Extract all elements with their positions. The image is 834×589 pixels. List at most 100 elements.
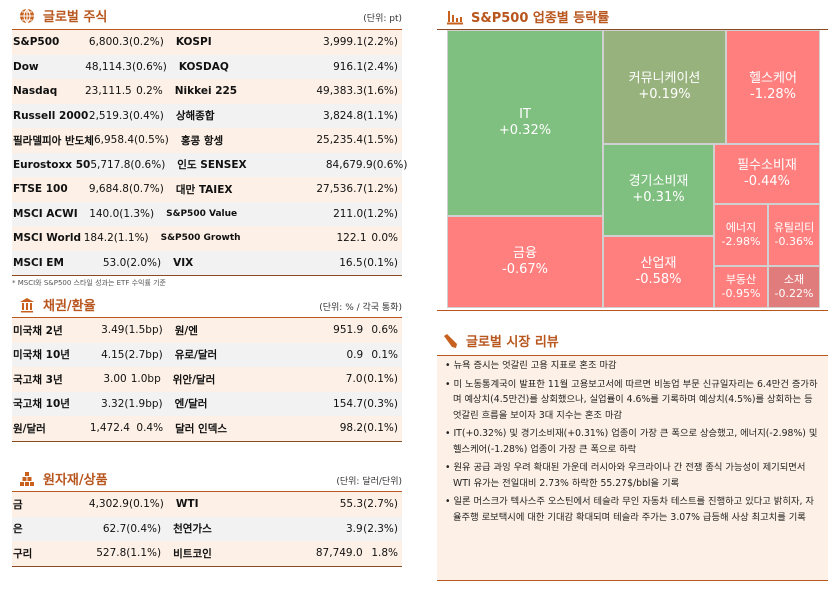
table-row: Eurostoxx 50 5,717.8 (0.6%) 인도 SENSEX 84,679… (12, 152, 408, 177)
table-row: 금 4,302.9 (0.1%) WTI 55.3 (2.7%) (12, 492, 402, 517)
unit-label: (단위: % / 각국 통화) (319, 303, 402, 313)
cell-name: 엔/달러 (174, 398, 208, 411)
bonds-fx-title: 채권/환율 (18, 295, 96, 314)
review-title: 글로벌 시장 리뷰 (441, 331, 559, 350)
cell-name: 천연가스 (173, 523, 212, 536)
treemap-cell: 커뮤니케이션 +0.19% (603, 30, 726, 144)
cell-name: KOSDAQ (178, 60, 229, 73)
cell-change: (0.1%) (128, 498, 164, 511)
unit-label: (단위: 달러/단위) (336, 477, 402, 487)
cell-value: 27,536.7 (316, 183, 364, 196)
cell-name: KOSPI (175, 36, 212, 49)
treemap-cell: 금융 -0.67% (447, 216, 603, 308)
cell-change: (0.6%) (130, 158, 166, 171)
section-title: 글로벌 주식 (43, 10, 108, 25)
cell-value: 6,958.4 (93, 134, 135, 147)
cell-name: MSCI ACWI (13, 207, 78, 220)
cell-change: (0.4%) (126, 522, 162, 535)
cell-value: 4.15 (101, 348, 125, 361)
cell-name: Russell 2000 (13, 109, 89, 122)
cell-name: S&P500 (13, 36, 60, 49)
cell-change: (2.7%) (363, 498, 398, 511)
cell-change: 0.2% (136, 85, 163, 98)
cell-value: 951.9 (333, 324, 364, 337)
cell-name: 은 (13, 523, 23, 536)
sector-change: -0.22% (774, 287, 814, 300)
cell-change: (0.7%) (128, 183, 164, 196)
table-row: MSCI ACWI 140.0 (1.3%) S&P500 Value 211.0 (1.… (12, 201, 402, 226)
globe-icon (20, 8, 34, 23)
cell-value: 87,749.0 (315, 547, 363, 560)
table-row: Nasdaq 23,111.5 0.2% Nikkei 225 49,383.3 (1.6… (12, 79, 402, 104)
sector-name: 헬스케어 (749, 70, 797, 86)
review-item: • 일론 머스크가 텍사스주 오스틴에서 테슬라 무인 자동차 테스트를 진행하… (445, 496, 814, 523)
treemap-cell: 에너지 -2.98% (714, 204, 768, 266)
cell-change: 0.6% (371, 324, 398, 337)
cell-name: 미국채 10년 (13, 349, 70, 362)
sector-name: 금융 (513, 245, 537, 261)
treemap-cell: 소재 -0.22% (768, 266, 820, 308)
table-row: 국고채 3년 3.00 1.0bp 위안/달러 7.0 (0.1%) (12, 367, 402, 392)
cell-value: 140.0 (89, 207, 120, 220)
cell-value: 7.0 (345, 373, 363, 386)
sector-change: +0.31% (632, 190, 685, 205)
cell-value: 184.2 (83, 232, 114, 245)
cell-change: (0.4%) (128, 109, 164, 122)
cell-value: 62.7 (102, 522, 127, 535)
section-title: 글로벌 시장 리뷰 (466, 335, 559, 350)
cell-name: Eurostoxx 50 (13, 158, 91, 171)
cell-value: 9,684.8 (88, 183, 129, 196)
cell-value: 154.7 (333, 397, 364, 410)
cell-change: 1.0bp (130, 373, 161, 386)
table-row: Russell 2000 2,519.3 (0.4%) 상해종합 3,824.8 (1.1… (12, 103, 402, 128)
cell-name: 인도 SENSEX (177, 159, 247, 172)
cell-change: (1.5bp) (124, 324, 163, 337)
review-item: • 원유 공급 과잉 우려 확대된 가운데 러시아와 우크라이나 간 전쟁 종식… (445, 462, 806, 489)
cell-name: 원/달러 (13, 422, 46, 435)
review-item: • 미 노동통계국이 발표한 11월 고용보고서에 따르면 비농업 부문 신규일… (445, 378, 818, 421)
cell-change: (0.3%) (363, 397, 398, 410)
unit-label: (단위: pt) (363, 14, 402, 24)
cell-name: 국고채 3년 (13, 373, 63, 386)
cell-change: (1.3%) (119, 207, 155, 220)
cell-change: (2.4%) (363, 60, 398, 73)
cell-name: S&P500 Value (166, 208, 238, 219)
table-row: 구리 527.8 (1.1%) 비트코인 87,749.0 1.8% (12, 541, 402, 566)
table-row: 은 62.7 (0.4%) 천연가스 3.9 (2.3%) (12, 516, 402, 541)
footnote: * MSCI와 S&P500 스타일 성과는 ETF 수익률 기준 (12, 279, 166, 287)
sector-change: +0.32% (498, 123, 552, 138)
cell-value: 3.00 (103, 373, 127, 386)
sector-name: 산업재 (640, 255, 677, 271)
section-title: 채권/환율 (43, 299, 96, 314)
table-row: Dow 48,114.3 (0.6%) KOSDAQ 916.1 (2.4%) (12, 54, 402, 79)
cell-value: 3.49 (101, 324, 125, 337)
cell-change: (1.5%) (363, 134, 398, 147)
cell-value: 1,472.4 (89, 422, 130, 435)
cell-change: (1.1%) (126, 547, 162, 560)
cell-change: (1.6%) (363, 85, 398, 98)
sector-name: 경기소비재 (628, 173, 689, 189)
sector-treemap: IT +0.32% 금융 -0.67% 커뮤니케이션 +0.19% 헬스케어 -1.28% 경기… (447, 30, 820, 308)
cell-name: 필라델피아 반도체 (13, 134, 94, 147)
cell-value: 916.1 (333, 60, 364, 73)
cell-name: 구리 (13, 547, 33, 560)
sector-name: 소재 (783, 273, 805, 287)
cell-change: 0.0% (371, 232, 398, 245)
cell-value: 3.32 (101, 397, 125, 410)
cell-value: 3.9 (345, 522, 363, 535)
cell-value: 23,111.5 (84, 85, 132, 98)
cell-value: 25,235.4 (316, 134, 364, 147)
gold-bars-icon (20, 471, 34, 486)
review-item: • IT(+0.32%) 및 경기소비재(+0.31%) 업종이 가장 큰 폭으… (445, 428, 818, 455)
table-row: S&P500 6,800.3 (0.2%) KOSPI 3,999.1 (2.2%) (12, 30, 402, 55)
cell-name: VIX (173, 256, 194, 269)
commodities-title: 원자재/상품 (18, 469, 108, 488)
cell-value: 527.8 (96, 547, 127, 560)
cell-change: (1.9bp) (124, 397, 163, 410)
divider (437, 29, 828, 30)
cell-name: 상해종합 (175, 110, 215, 123)
cell-name: 대만 TAIEX (175, 183, 233, 196)
cell-name: Nasdaq (13, 85, 58, 98)
cell-value: 49,383.3 (316, 85, 364, 98)
cell-name: WTI (175, 498, 199, 511)
